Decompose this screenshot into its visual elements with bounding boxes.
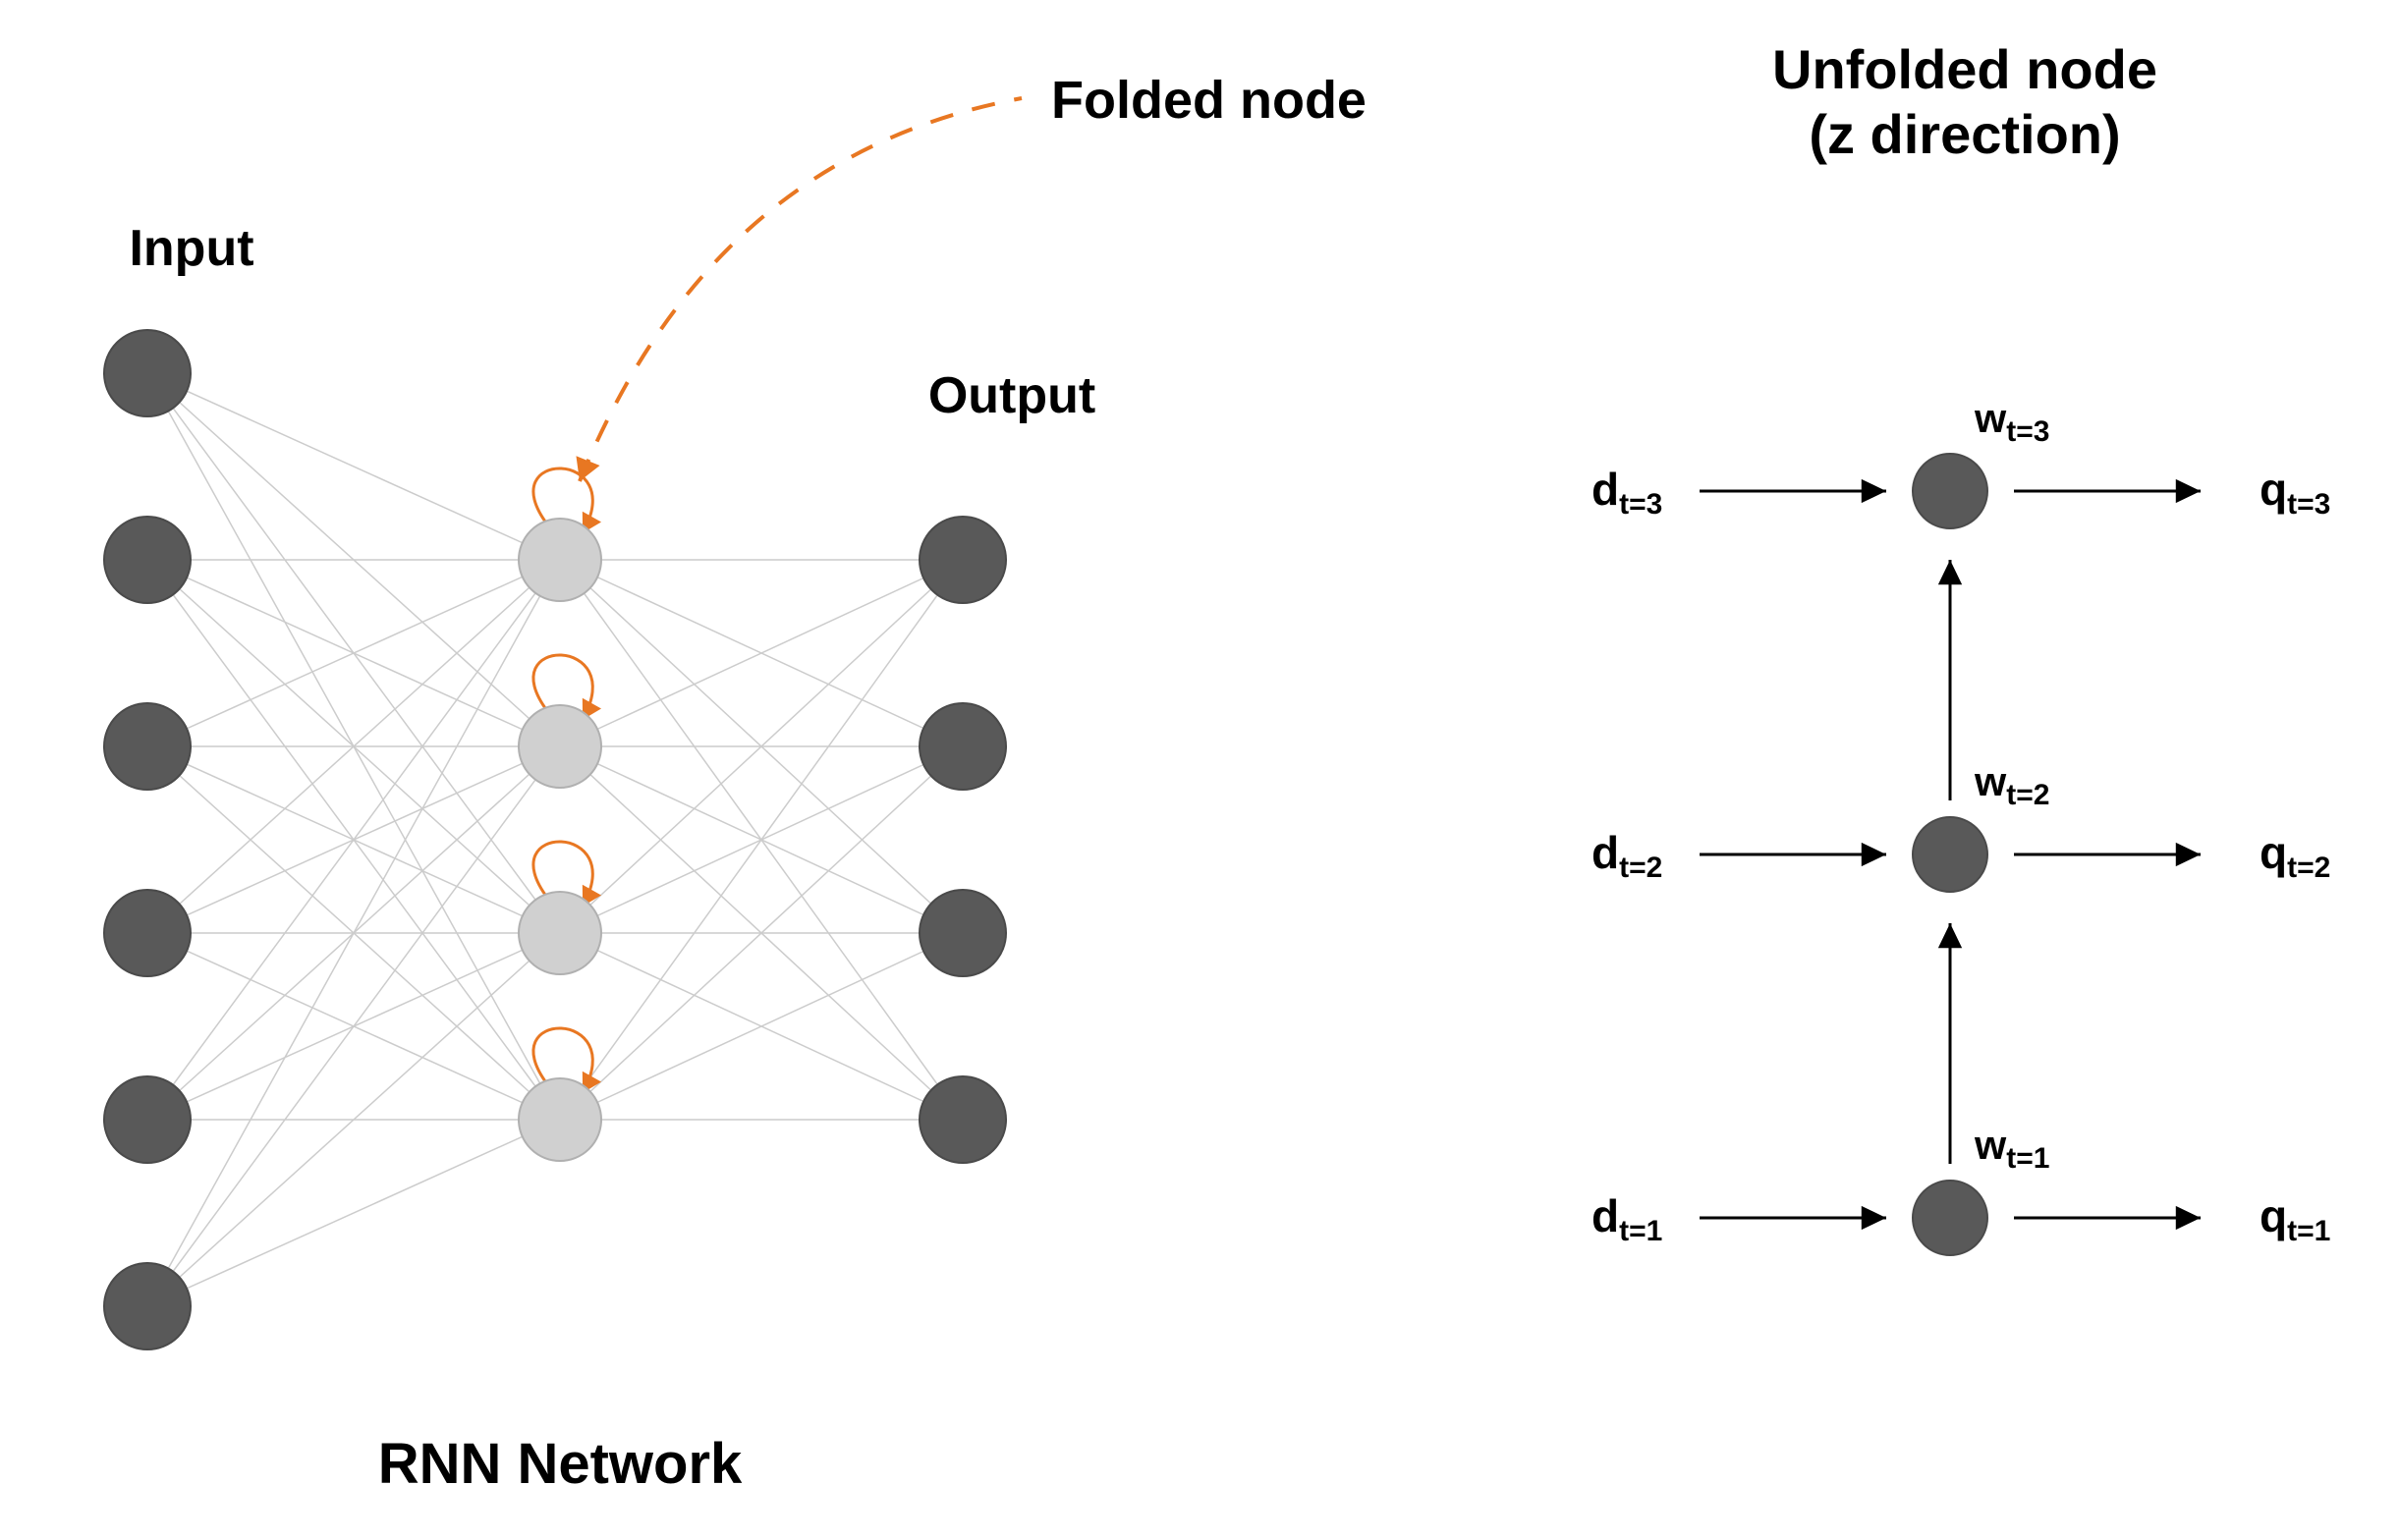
input-node	[104, 703, 191, 790]
unfolded-title-l2: (z direction)	[1809, 103, 2120, 165]
output-node	[920, 517, 1006, 603]
vertical-arrow	[1938, 560, 1962, 800]
q-arrow	[2014, 1206, 2201, 1230]
input-node	[104, 1263, 191, 1349]
q-arrow	[2014, 479, 2201, 503]
d-arrow	[1700, 843, 1886, 866]
input-node	[104, 1076, 191, 1163]
q-label: qt=3	[2260, 464, 2330, 521]
q-arrow	[2014, 843, 2201, 866]
d-arrow	[1700, 1206, 1886, 1230]
q-label: qt=1	[2260, 1190, 2330, 1247]
vertical-arrow	[1938, 923, 1962, 1164]
input-label: Input	[129, 220, 253, 277]
output-node	[920, 703, 1006, 790]
d-arrow	[1700, 479, 1886, 503]
input-node	[104, 330, 191, 416]
unfolded-node	[1913, 454, 1987, 528]
output-node	[920, 890, 1006, 976]
folded-node-label: Folded node	[1051, 71, 1367, 130]
w-label: wt=1	[1974, 1123, 2049, 1175]
unfolded-node	[1913, 1181, 1987, 1255]
w-label: wt=3	[1974, 396, 2049, 448]
d-label: dt=2	[1591, 827, 1662, 884]
output-label: Output	[928, 367, 1095, 424]
unfolded-node	[1913, 817, 1987, 892]
hidden-node	[519, 1078, 601, 1161]
input-node	[104, 517, 191, 603]
hidden-node	[519, 519, 601, 601]
rnn-edges	[147, 373, 963, 1306]
input-node	[104, 890, 191, 976]
d-label: dt=1	[1591, 1190, 1662, 1247]
output-node	[920, 1076, 1006, 1163]
w-label: wt=2	[1974, 759, 2049, 811]
rnn-network-label: RNN Network	[378, 1432, 743, 1496]
q-label: qt=2	[2260, 827, 2330, 884]
hidden-node	[519, 892, 601, 974]
unfolded-title-l1: Unfolded node	[1772, 38, 2157, 100]
hidden-node	[519, 705, 601, 788]
d-label: dt=3	[1591, 464, 1662, 521]
